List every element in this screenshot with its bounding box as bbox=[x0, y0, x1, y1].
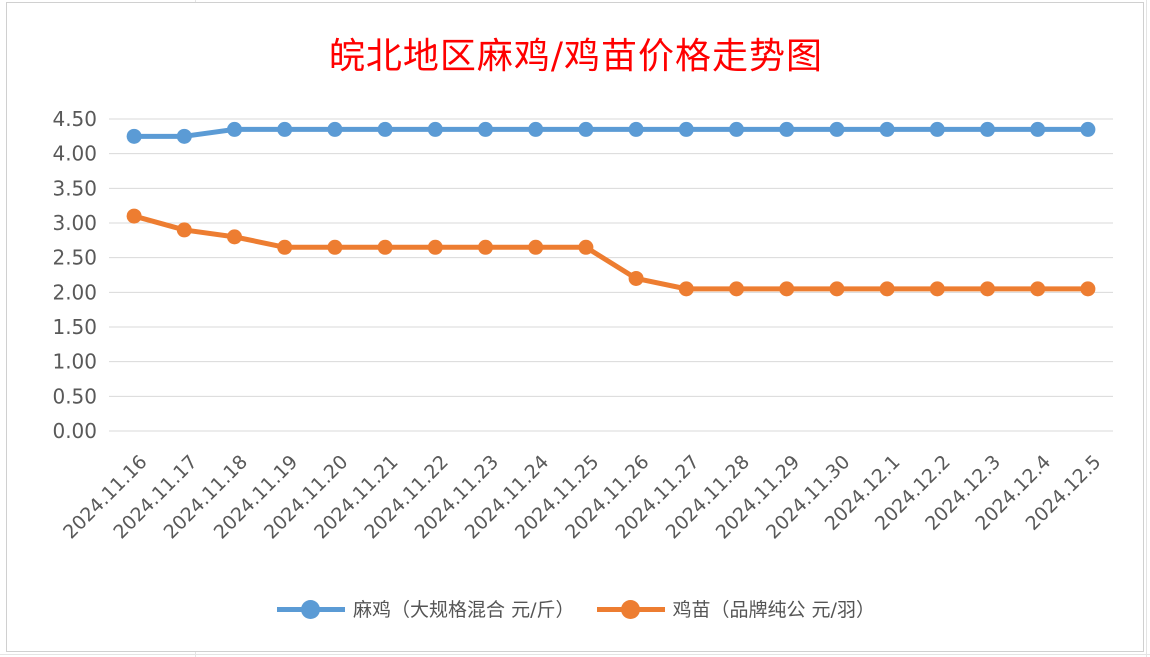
data-point-series-1 bbox=[126, 128, 142, 144]
data-point-series-2 bbox=[528, 239, 544, 255]
y-tick-label: 1.50 bbox=[52, 315, 97, 339]
data-point-series-1 bbox=[176, 128, 192, 144]
legend-label-series-1: 麻鸡（大规格混合 元/斤） bbox=[353, 599, 575, 621]
data-point-series-2 bbox=[277, 239, 293, 255]
y-tick-label: 3.00 bbox=[52, 211, 97, 235]
data-point-series-1 bbox=[779, 121, 795, 137]
data-point-series-1 bbox=[478, 121, 493, 137]
data-point-series-2 bbox=[729, 281, 744, 297]
y-tick-label: 3.50 bbox=[52, 176, 97, 200]
y-tick-label: 2.50 bbox=[52, 246, 97, 270]
legend-swatch-series-1 bbox=[277, 599, 346, 619]
data-point-series-2 bbox=[779, 281, 795, 297]
y-tick-label: 0.00 bbox=[52, 419, 97, 443]
data-point-series-1 bbox=[678, 121, 694, 137]
data-point-series-2 bbox=[227, 229, 242, 245]
legend-marker-series-2 bbox=[620, 599, 640, 619]
sheet-gridline bbox=[0, 654, 1150, 655]
data-point-series-2 bbox=[578, 239, 594, 255]
data-point-series-2 bbox=[126, 208, 142, 224]
data-point-series-2 bbox=[879, 281, 895, 297]
data-point-series-1 bbox=[1080, 121, 1096, 137]
sheet-gridline bbox=[1146, 0, 1147, 657]
data-point-series-2 bbox=[628, 270, 644, 286]
data-point-series-1 bbox=[377, 121, 393, 137]
y-tick-label: 2.00 bbox=[52, 280, 97, 304]
legend-item-series-1: 麻鸡（大规格混合 元/斤） bbox=[277, 595, 575, 622]
data-point-series-2 bbox=[377, 239, 393, 255]
data-point-series-1 bbox=[327, 121, 343, 137]
data-point-series-1 bbox=[1030, 121, 1046, 137]
data-point-series-2 bbox=[176, 222, 192, 238]
data-point-series-2 bbox=[1030, 281, 1046, 297]
chart-area[interactable]: 皖北地区麻鸡/鸡苗价格走势图 0.00 0.50 1.00 1.50 2.00 2.50 3… bbox=[6, 2, 1144, 652]
y-tick-label: 0.50 bbox=[52, 384, 97, 408]
data-point-series-1 bbox=[528, 121, 544, 137]
data-point-series-2 bbox=[929, 281, 945, 297]
legend-marker-series-1 bbox=[301, 599, 321, 619]
chart-title: 皖北地区麻鸡/鸡苗价格走势图 bbox=[328, 36, 824, 77]
data-point-series-1 bbox=[829, 121, 845, 137]
legend-swatch-series-2 bbox=[596, 599, 665, 619]
data-point-series-2 bbox=[980, 281, 995, 297]
data-point-series-1 bbox=[980, 121, 995, 137]
data-point-series-2 bbox=[1080, 281, 1096, 297]
legend-item-series-2: 鸡苗（品牌纯公 元/羽） bbox=[596, 595, 875, 622]
data-point-series-1 bbox=[929, 121, 945, 137]
chart-legend: 麻鸡（大规格混合 元/斤） 鸡苗（品牌纯公 元/羽） bbox=[7, 595, 1145, 622]
series-line-1 bbox=[131, 126, 1091, 139]
data-point-series-2 bbox=[327, 239, 343, 255]
legend-label-series-2: 鸡苗（品牌纯公 元/羽） bbox=[672, 599, 875, 621]
data-point-series-2 bbox=[678, 281, 694, 297]
data-point-series-2 bbox=[829, 281, 845, 297]
data-point-series-2 bbox=[427, 239, 443, 255]
y-tick-label: 4.00 bbox=[52, 142, 97, 166]
data-point-series-1 bbox=[879, 121, 895, 137]
data-point-series-1 bbox=[578, 121, 594, 137]
line-chart: 0.00 0.50 1.00 1.50 2.00 2.50 3.00 3.50 4.00 4.50… bbox=[52, 107, 1113, 543]
y-tick-label: 4.50 bbox=[52, 107, 97, 131]
data-point-series-1 bbox=[729, 121, 744, 137]
data-point-series-1 bbox=[227, 121, 242, 137]
data-point-series-1 bbox=[277, 121, 293, 137]
data-point-series-2 bbox=[478, 239, 493, 255]
data-point-series-1 bbox=[427, 121, 443, 137]
data-point-series-1 bbox=[628, 121, 644, 137]
series-line-2 bbox=[131, 213, 1091, 292]
y-tick-label: 1.00 bbox=[52, 350, 97, 374]
